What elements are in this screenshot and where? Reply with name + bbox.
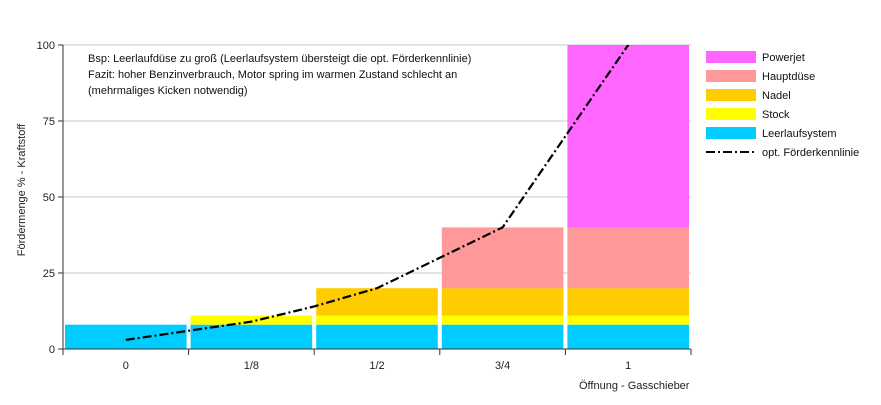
bar-nadel-4 bbox=[567, 288, 689, 316]
legend-label-hauptd-se: Hauptdüse bbox=[762, 71, 815, 83]
annotation-line-1: Bsp: Leerlaufdüse zu groß (Leerlaufsyste… bbox=[88, 53, 471, 65]
y-tick-label-25: 25 bbox=[43, 268, 55, 280]
bar-nadel-2 bbox=[316, 288, 438, 316]
bar-leerlaufsystem-2 bbox=[316, 324, 438, 349]
legend-label-curve: opt. Förderkennlinie bbox=[762, 147, 859, 159]
x-tick-label-1: 1/8 bbox=[244, 360, 259, 372]
bar-leerlaufsystem-4 bbox=[567, 324, 689, 349]
x-axis-title: Öffnung - Gasschieber bbox=[579, 380, 690, 392]
optimal-curve-group bbox=[125, 45, 630, 341]
y-tick-label-75: 75 bbox=[43, 116, 55, 128]
bars-group bbox=[65, 45, 689, 349]
optimal-curve-line bbox=[125, 45, 630, 341]
legend-label-nadel: Nadel bbox=[762, 90, 791, 102]
x-tick-label-3: 3/4 bbox=[495, 360, 510, 372]
x-tick-label-0: 0 bbox=[123, 360, 129, 372]
bar-leerlaufsystem-1 bbox=[190, 324, 313, 349]
bar-hauptd-se-3 bbox=[441, 227, 564, 289]
bar-stock-4 bbox=[567, 315, 689, 325]
annotation-line-3: (mehrmaliges Kicken notwendig) bbox=[88, 85, 248, 97]
legend: Powerjet Hauptdüse Nadel Stock Leerlaufsyste… bbox=[706, 51, 859, 159]
x-tick-label-2: 1/2 bbox=[369, 360, 384, 372]
bar-leerlaufsystem-3 bbox=[441, 324, 564, 349]
y-tick-label-0: 0 bbox=[49, 344, 55, 356]
x-tick-label-4: 1 bbox=[625, 360, 631, 372]
legend-label-leerlaufsystem: Leerlaufsystem bbox=[762, 128, 837, 140]
y-tick-label-50: 50 bbox=[43, 192, 55, 204]
legend-swatch-stock bbox=[706, 108, 756, 120]
annotation-line-2: Fazit: hoher Benzinverbrauch, Motor spri… bbox=[88, 69, 457, 81]
bar-hauptd-se-4 bbox=[567, 227, 689, 289]
legend-swatch-leerlaufsystem bbox=[706, 127, 756, 139]
legend-swatch-hauptd-se bbox=[706, 70, 756, 82]
legend-label-powerjet: Powerjet bbox=[762, 52, 805, 64]
y-axis-title: Fördermenge % - Kraftstoff bbox=[16, 123, 28, 256]
bar-stock-2 bbox=[316, 315, 438, 325]
y-tick-label-100: 100 bbox=[37, 40, 55, 52]
annotation-block: Bsp: Leerlaufdüse zu groß (Leerlaufsyste… bbox=[88, 53, 471, 97]
bar-powerjet-4 bbox=[567, 45, 689, 228]
axes-group: 0 25 50 75 100 0 1/8 1/2 3/4 1 bbox=[37, 40, 692, 372]
bar-leerlaufsystem-0 bbox=[65, 324, 187, 349]
bar-stock-1 bbox=[190, 315, 313, 325]
bar-stock-3 bbox=[441, 315, 564, 325]
legend-swatch-nadel bbox=[706, 89, 756, 101]
legend-label-stock: Stock bbox=[762, 109, 790, 121]
legend-swatch-powerjet bbox=[706, 51, 756, 63]
bar-nadel-3 bbox=[441, 288, 564, 316]
